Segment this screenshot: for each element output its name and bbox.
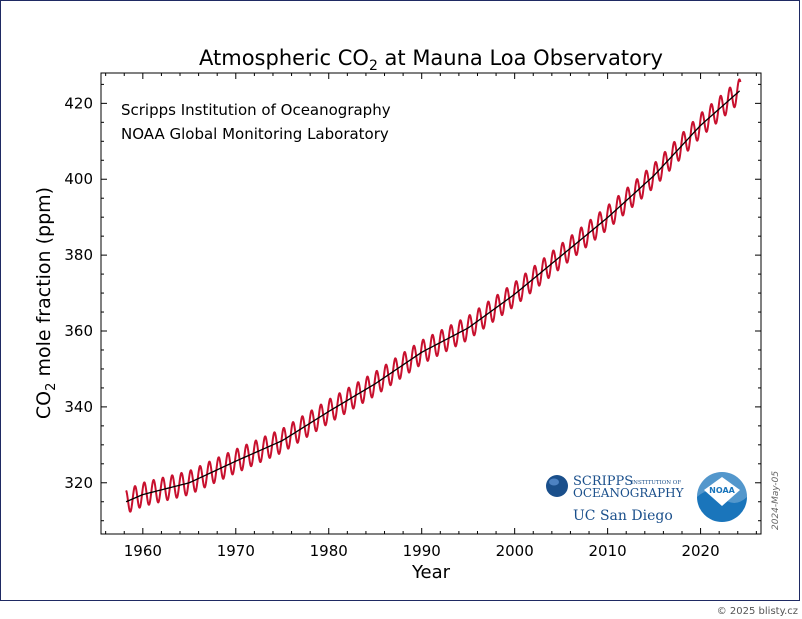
scripps-globe-icon [546, 475, 568, 497]
x-tick-label: 1980 [310, 542, 348, 560]
x-axis-label: Year [411, 562, 451, 583]
figure-frame [0, 0, 800, 601]
y-tick-label: 400 [64, 170, 93, 188]
y-tick-label: 360 [64, 322, 93, 340]
scripps-logo-line2: OCEANOGRAPHY [573, 486, 685, 500]
x-tick-label: 2000 [496, 542, 534, 560]
x-tick-label: 2020 [681, 542, 719, 560]
x-tick-label: 1970 [217, 542, 255, 560]
noaa-logo-text: NOAA [709, 486, 735, 495]
y-tick-label: 380 [64, 246, 93, 264]
plot-area [100, 72, 762, 535]
x-tick-label: 1960 [124, 542, 162, 560]
axis-ticks: 1960 1970 1980 1990 2000 2010 2020 320 340 360 380… [64, 73, 761, 560]
scripps-globe-highlight [549, 478, 559, 486]
annotation-noaa: NOAA Global Monitoring Laboratory [121, 125, 389, 143]
annotation-scripps: Scripps Institution of Oceanography [121, 101, 391, 119]
x-tick-label: 1990 [403, 542, 441, 560]
series-layer [125, 78, 742, 513]
x-tick-label: 2010 [589, 542, 627, 560]
scripps-logo-small: INSTITUTION OF [631, 480, 681, 486]
series-trend-line [125, 90, 741, 503]
noaa-bird-icon [704, 477, 740, 506]
noaa-logo: NOAA [697, 472, 747, 522]
y-tick-label: 340 [64, 398, 93, 416]
scripps-logo-line1: SCRIPPS [573, 474, 633, 489]
y-axis-label: CO2 mole fraction (ppm) [33, 187, 59, 419]
credit-text: © 2025 blisty.cz [716, 606, 798, 617]
ucsd-logo-text: UC San Diego [573, 508, 673, 524]
series-monthly-line [125, 78, 742, 513]
date-stamp: 2024-May-05 [771, 471, 781, 530]
chart-title: Atmospheric CO2 at Mauna Loa Observatory [199, 46, 663, 74]
y-tick-label: 320 [64, 474, 93, 492]
y-tick-label: 420 [64, 94, 93, 112]
scripps-logo: SCRIPPS INSTITUTION OF OCEANOGRAPHY UC S… [546, 474, 685, 524]
